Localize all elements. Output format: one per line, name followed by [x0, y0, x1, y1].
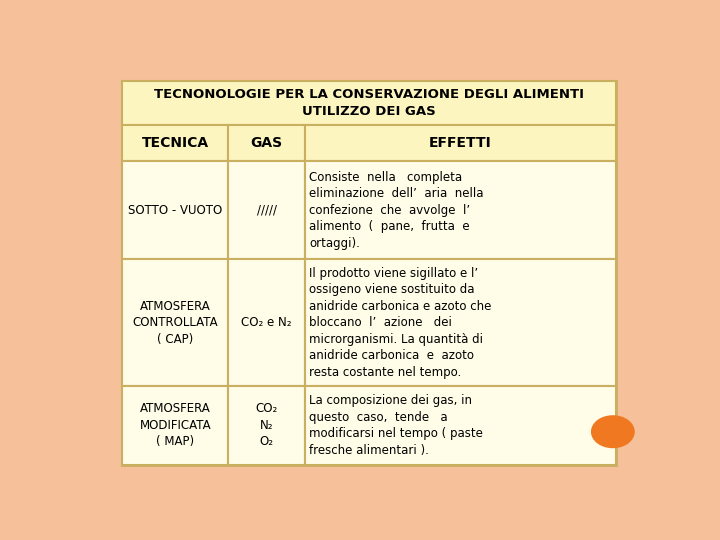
- Bar: [122, 259, 228, 386]
- Text: ATMOSFERA
CONTROLLATA
( CAP): ATMOSFERA CONTROLLATA ( CAP): [132, 300, 218, 346]
- Text: Consiste  nella   completa
eliminazione  dell’  aria  nella
confezione  che  avv: Consiste nella completa eliminazione del…: [310, 171, 484, 250]
- Text: EFFETTI: EFFETTI: [429, 136, 492, 150]
- Text: SOTTO - VUOTO: SOTTO - VUOTO: [128, 204, 222, 217]
- Circle shape: [592, 416, 634, 448]
- Text: Il prodotto viene sigillato e l’
ossigeno viene sostituito da
anidride carbonica: Il prodotto viene sigillato e l’ ossigen…: [310, 267, 492, 379]
- Text: /////: /////: [256, 204, 276, 217]
- Bar: [228, 259, 305, 386]
- Bar: [305, 259, 616, 386]
- Bar: [122, 161, 228, 259]
- Bar: [122, 386, 228, 465]
- Bar: [305, 125, 616, 161]
- Bar: [122, 125, 228, 161]
- Text: GAS: GAS: [251, 136, 283, 150]
- Bar: [122, 80, 616, 125]
- Text: TECNICA: TECNICA: [142, 136, 209, 150]
- Bar: [122, 80, 616, 465]
- Text: La composizione dei gas, in
questo  caso,  tende   a
modificarsi nel tempo ( pas: La composizione dei gas, in questo caso,…: [310, 394, 483, 457]
- Bar: [228, 161, 305, 259]
- Text: CO₂
N₂
O₂: CO₂ N₂ O₂: [256, 402, 278, 448]
- Bar: [305, 386, 616, 465]
- Bar: [228, 125, 305, 161]
- Text: TECNONOLOGIE PER LA CONSERVAZIONE DEGLI ALIMENTI
UTILIZZO DEI GAS: TECNONOLOGIE PER LA CONSERVAZIONE DEGLI …: [154, 87, 584, 118]
- Text: ATMOSFERA
MODIFICATA
( MAP): ATMOSFERA MODIFICATA ( MAP): [140, 402, 211, 448]
- Bar: [305, 161, 616, 259]
- Bar: [228, 386, 305, 465]
- Text: CO₂ e N₂: CO₂ e N₂: [241, 316, 292, 329]
